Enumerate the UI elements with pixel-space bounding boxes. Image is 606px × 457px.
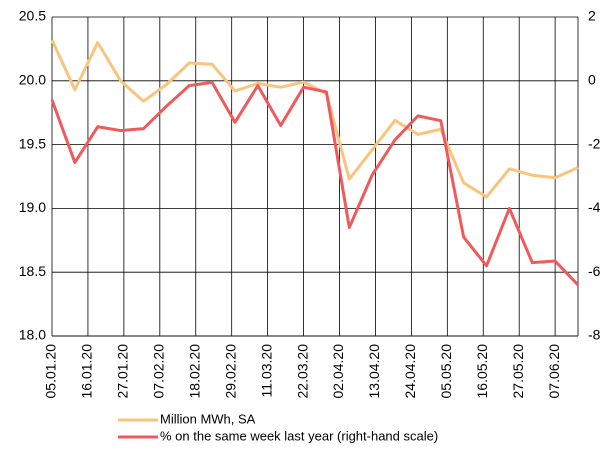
y-tick-label: 18.0 [19,327,46,343]
x-tick-label: 07.02.20 [151,344,167,399]
y-tick-label: 20.5 [19,8,46,24]
y-tick-label: 19.5 [19,135,46,151]
x-tick-label: 07.06.20 [546,344,562,399]
x-tick-label: 13.04.20 [366,344,382,399]
x-tick-label: 27.01.20 [115,344,131,399]
x-tick-label: 05.05.20 [438,344,454,399]
x-tick-label: 29.02.20 [222,344,238,399]
x-tick-label: 27.05.20 [510,344,526,399]
legend-label: Million MWh, SA [160,411,256,426]
y2-tick-label: 0 [588,72,596,88]
y-tick-label: 19.0 [19,199,46,215]
x-tick-label: 11.03.20 [258,344,274,398]
legend-label: % on the same week last year (right-hand… [160,428,438,443]
x-tick-label: 05.01.20 [43,344,59,399]
y-tick-label: 20.0 [19,72,46,88]
y2-tick-label: -8 [588,327,601,343]
y2-tick-label: -4 [588,199,601,215]
x-tick-label: 18.02.20 [186,344,202,399]
y-tick-label: 18.5 [19,263,46,279]
x-tick-label: 24.04.20 [402,344,418,399]
y2-tick-label: 2 [588,8,596,24]
data-line [50,80,580,286]
data-line [50,39,579,199]
x-tick-label: 02.04.20 [330,344,346,399]
y2-tick-label: -2 [588,135,601,151]
y2-tick-label: -6 [588,263,601,279]
x-tick-label: 22.03.20 [294,344,310,399]
x-tick-label: 16.01.20 [79,344,95,399]
x-tick-label: 16.05.20 [474,344,490,399]
